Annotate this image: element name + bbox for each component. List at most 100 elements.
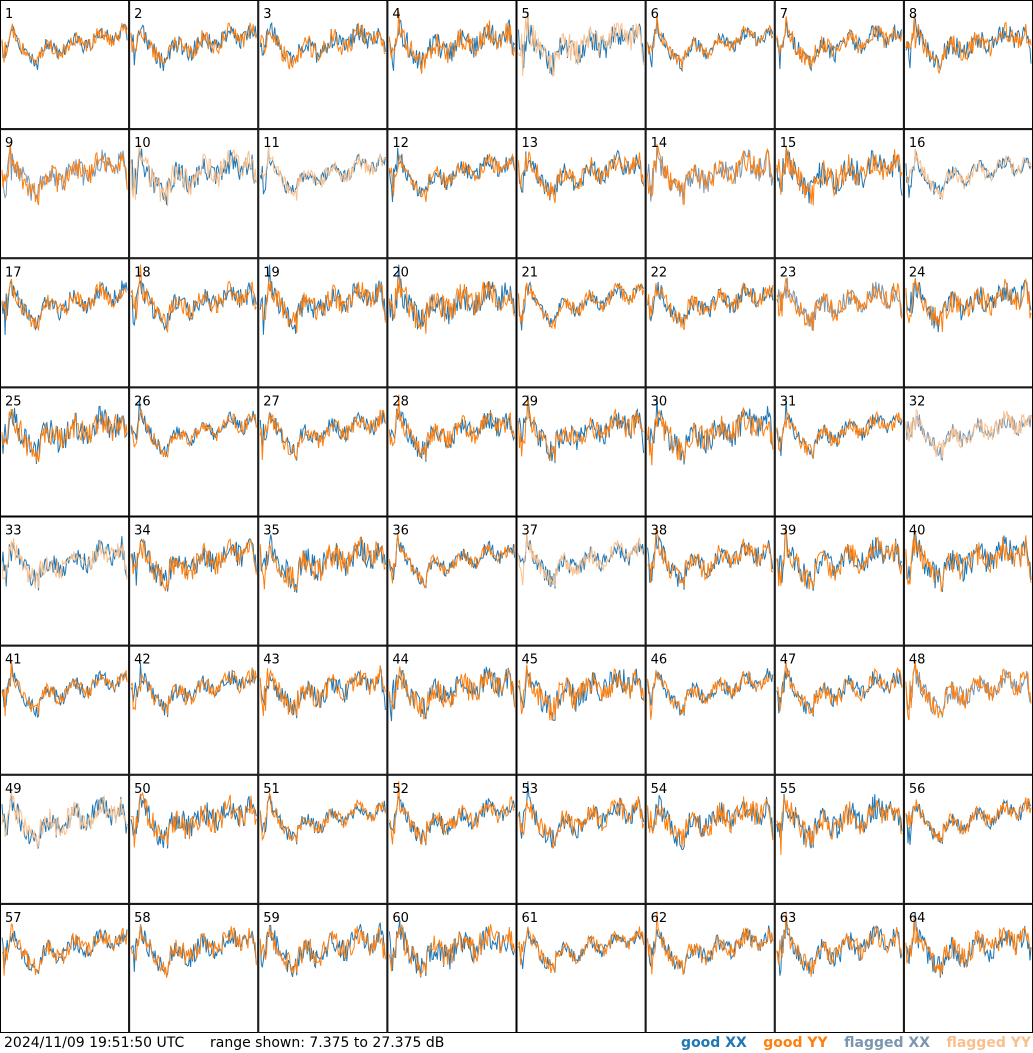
footer-bar: 2024/11/09 19:51:50 UTC range shown: 7.3…: [0, 1033, 1033, 1053]
panel-frame: [0, 129, 130, 259]
series-good-xx: [259, 410, 386, 461]
panel-40: 40: [903, 516, 1033, 646]
series-good-yy: [518, 926, 645, 974]
panel-label: 4: [392, 7, 400, 22]
panel-7: 7: [774, 0, 904, 130]
panel-label: 27: [263, 394, 280, 409]
panel-label: 50: [134, 782, 151, 797]
series-good-xx: [776, 16, 903, 72]
panel-label: 30: [651, 394, 668, 409]
legend-good-yy: good YY: [763, 1035, 828, 1051]
panel-17: 17: [0, 258, 130, 388]
panel-frame: [387, 129, 517, 259]
panel-32: 32: [903, 387, 1033, 517]
series-good-yy: [905, 797, 1032, 843]
panel-frame: [0, 0, 130, 130]
panel-label: 62: [651, 911, 668, 926]
series-flagged-yy: [259, 146, 386, 201]
panel-58: 58: [129, 903, 259, 1033]
series-good-yy: [130, 667, 257, 716]
panel-label: 28: [392, 394, 409, 409]
panel-frame: [129, 903, 259, 1033]
panel-frame: [774, 903, 904, 1033]
panel-24: 24: [903, 258, 1033, 388]
panel-38: 38: [645, 516, 775, 646]
series-good-xx: [1, 405, 128, 465]
series-good-yy: [905, 15, 1032, 74]
panel-frame: [0, 645, 130, 775]
panel-45: 45: [516, 645, 646, 775]
panel-frame: [258, 258, 388, 388]
series-good-xx: [259, 534, 386, 593]
series-good-yy: [776, 911, 903, 977]
panel-14: 14: [645, 129, 775, 259]
panel-frame: [645, 0, 775, 130]
panel-frame: [645, 903, 775, 1033]
legend-flagged-yy: flagged YY: [946, 1035, 1031, 1051]
series-good-yy: [647, 407, 774, 466]
panel-57: 57: [0, 903, 130, 1033]
panel-frame: [516, 903, 646, 1033]
panel-frame: [774, 774, 904, 904]
panel-frame: [774, 516, 904, 646]
panel-5: 5: [516, 0, 646, 130]
panel-label: 53: [522, 782, 539, 797]
panel-frame: [645, 129, 775, 259]
panel-2: 2: [129, 0, 259, 130]
series-good-yy: [388, 275, 515, 334]
series-flagged-yy: [905, 409, 1032, 458]
panel-label: 20: [392, 265, 409, 280]
panel-label: 25: [5, 394, 22, 409]
panel-frame: [129, 387, 259, 517]
panel-28: 28: [387, 387, 517, 517]
series-good-yy: [130, 791, 257, 848]
series-good-xx: [1, 661, 128, 719]
panel-frame: [129, 129, 259, 259]
series-good-xx: [130, 662, 257, 718]
panel-30: 30: [645, 387, 775, 517]
panel-label: 8: [909, 7, 917, 22]
series-good-yy: [259, 791, 386, 843]
series-good-yy: [259, 409, 386, 460]
panel-37: 37: [516, 516, 646, 646]
panel-54: 54: [645, 774, 775, 904]
panel-frame: [516, 129, 646, 259]
panel-49: 49: [0, 774, 130, 904]
panel-16: 16: [903, 129, 1033, 259]
panel-53: 53: [516, 774, 646, 904]
series-good-yy: [518, 664, 645, 721]
panel-frame: [258, 774, 388, 904]
panel-55: 55: [774, 774, 904, 904]
series-good-xx: [647, 668, 774, 716]
panel-label: 17: [5, 265, 22, 280]
series-good-yy: [776, 410, 903, 458]
panel-label: 45: [522, 653, 539, 668]
series-good-xx: [905, 15, 1032, 71]
series-good-yy: [388, 533, 515, 589]
panel-27: 27: [258, 387, 388, 517]
panel-39: 39: [774, 516, 904, 646]
panel-label: 55: [780, 782, 797, 797]
panel-frame: [516, 387, 646, 517]
panel-label: 16: [909, 136, 926, 151]
series-good-yy: [1, 923, 128, 976]
panel-label: 48: [909, 653, 926, 668]
panel-label: 11: [263, 136, 280, 151]
series-good-xx: [518, 781, 645, 848]
series-good-xx: [518, 11, 645, 75]
series-good-xx: [259, 922, 386, 978]
series-good-yy: [647, 528, 773, 588]
panel-41: 41: [0, 645, 130, 775]
panel-label: 2: [134, 7, 142, 22]
range-text: range shown: 7.375 to 27.375 dB: [210, 1035, 445, 1051]
panel-frame: [516, 0, 646, 130]
series-flagged-yy: [1, 538, 128, 589]
panel-label: 35: [263, 524, 280, 539]
panel-frame: [258, 129, 388, 259]
panel-frame: [0, 516, 130, 646]
panel-frame: [258, 387, 388, 517]
series-good-yy: [388, 394, 515, 460]
panel-frame: [645, 387, 775, 517]
panel-frame: [774, 387, 904, 517]
panel-label: 40: [909, 524, 926, 539]
